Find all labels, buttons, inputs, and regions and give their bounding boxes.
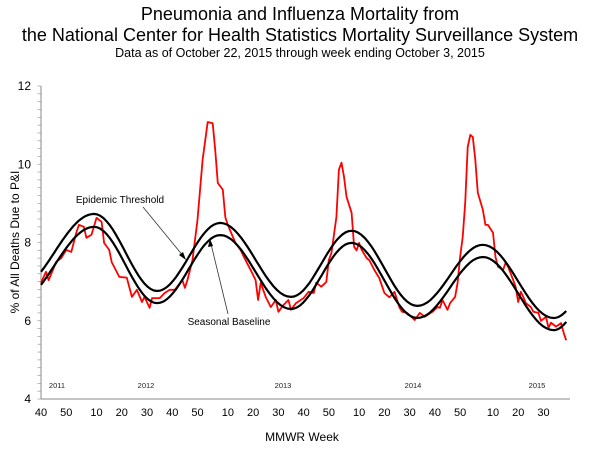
year-labels: 2011 2012 2013 2014 2015: [49, 381, 545, 390]
year-label: 2012: [138, 381, 155, 390]
x-tick-label: 10: [90, 407, 102, 419]
x-tick-label: 40: [429, 407, 441, 419]
y-axis: 4 6 8 10 12: [18, 79, 42, 406]
x-tick-label: 30: [272, 407, 284, 419]
threshold-annotation-label: Epidemic Threshold: [76, 195, 164, 206]
y-tick-label: 12: [18, 79, 32, 93]
baseline-annotation-arrow: [210, 243, 229, 315]
year-label: 2014: [405, 381, 422, 390]
x-tick-label: 40: [166, 407, 178, 419]
y-tick-label: 8: [24, 236, 31, 250]
baseline-annotation-label: Seasonal Baseline: [188, 317, 271, 328]
baseline-annotation: Seasonal Baseline: [188, 239, 271, 328]
y-axis-title: % of All Deaths Due to P&I: [8, 171, 22, 314]
threshold-line: [40, 212, 567, 320]
x-tick-label: 50: [60, 407, 72, 419]
threshold-annotation: Epidemic Threshold: [76, 195, 186, 260]
x-tick-label: 40: [297, 407, 309, 419]
threshold-annotation-arrow: [142, 206, 185, 258]
x-tick-label: 40: [35, 407, 47, 419]
x-tick-label: 10: [487, 407, 499, 419]
year-label: 2013: [275, 381, 292, 390]
x-tick-label: 20: [116, 407, 128, 419]
y-tick-label: 6: [24, 314, 31, 328]
x-tick-label: 20: [512, 407, 524, 419]
year-label: 2015: [529, 381, 546, 390]
year-label: 2011: [49, 381, 65, 390]
x-tick-label: 20: [378, 407, 390, 419]
x-axis-title: MMWR Week: [265, 430, 340, 444]
chart-caption: Data as of October 22, 2015 through week…: [115, 46, 485, 60]
x-tick-label: 20: [247, 407, 259, 419]
y-tick-label: 4: [24, 392, 31, 406]
baseline-arrowhead-icon: [208, 239, 213, 247]
x-axis: 40 50 10 20 30 40 50 10 20 30 40 50 10 20 30 40 50 10 20 30: [35, 398, 570, 419]
x-tick-label: 30: [404, 407, 416, 419]
x-tick-label: 10: [353, 407, 365, 419]
chart-title: Pneumonia and Influenza Mortality from: [140, 4, 460, 24]
pi-mortality-line: [40, 121, 568, 341]
threshold-arrowhead-icon: [179, 252, 186, 260]
x-tick-label: 30: [141, 407, 153, 419]
y-tick-label: 10: [18, 157, 32, 171]
baseline-line: [40, 225, 568, 332]
x-tick-label: 10: [222, 407, 234, 419]
x-tick-label: 50: [191, 407, 203, 419]
x-tick-label: 50: [323, 407, 335, 419]
series-lines: [40, 121, 568, 341]
x-tick-label: 30: [537, 407, 549, 419]
x-tick-label: 50: [454, 407, 466, 419]
chart-subtitle: the National Center for Health Statistic…: [21, 25, 579, 45]
